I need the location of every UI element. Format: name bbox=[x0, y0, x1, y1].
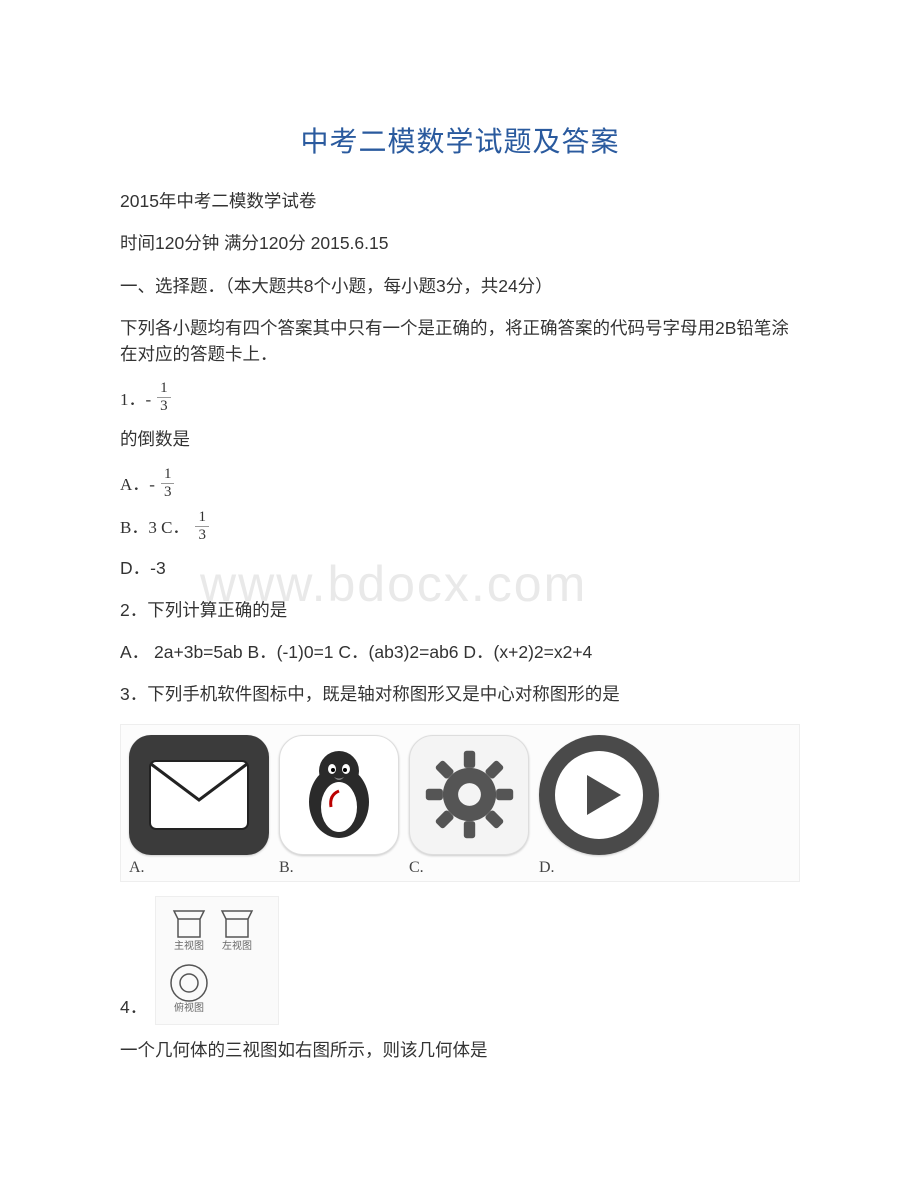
q1-a-prefix: A．- bbox=[120, 472, 155, 498]
option-b-block: B. bbox=[279, 735, 399, 877]
option-d-block: D. bbox=[539, 735, 659, 877]
fraction-one-third-icon: 1 3 bbox=[161, 467, 175, 500]
option-c-label: C. bbox=[409, 859, 424, 877]
q2-options: A． 2a+3b=5ab B．(-1)0=1 C．(ab3)2=ab6 D．(x… bbox=[120, 639, 800, 665]
gear-icon bbox=[409, 735, 529, 855]
q2-stem: 2．下列计算正确的是 bbox=[120, 597, 800, 623]
q1-stem-part2: 的倒数是 bbox=[120, 426, 800, 452]
section-heading: 一、选择题．（本大题共8个小题，每小题3分，共24分） bbox=[120, 273, 800, 299]
document-content: 中考二模数学试题及答案 2015年中考二模数学试卷 时间120分钟 满分120分… bbox=[120, 120, 800, 1063]
q4-prefix: 4． bbox=[120, 994, 147, 1020]
page-title: 中考二模数学试题及答案 bbox=[120, 120, 800, 160]
three-views-figure: 主视图 左视图 俯视图 bbox=[155, 896, 279, 1025]
q1-option-d: D．-3 bbox=[120, 555, 800, 581]
top-view-label: 俯视图 bbox=[174, 1001, 204, 1013]
fraction-numerator: 1 bbox=[161, 467, 175, 483]
option-a-label: A. bbox=[129, 859, 145, 877]
envelope-icon bbox=[129, 735, 269, 855]
exam-meta: 时间120分钟 满分120分 2015.6.15 bbox=[120, 230, 800, 256]
play-icon bbox=[539, 735, 659, 855]
fraction-one-third-icon: 1 3 bbox=[157, 381, 171, 414]
penguin-icon bbox=[279, 735, 399, 855]
option-c-block: C. bbox=[409, 735, 529, 877]
q4-row: 4． 主视图 左视图 俯视图 bbox=[120, 896, 800, 1025]
fraction-one-third-icon: 1 3 bbox=[195, 510, 209, 543]
option-a-block: A. bbox=[129, 735, 269, 877]
fraction-numerator: 1 bbox=[157, 381, 171, 397]
q3-icon-options: A. B. bbox=[120, 724, 800, 882]
q1-stem-part1: 1．- 1 3 bbox=[120, 383, 800, 416]
section-instructions: 下列各小题均有四个答案其中只有一个是正确的，将正确答案的代码号字母用2B铅笔涂在… bbox=[120, 315, 800, 368]
option-d-label: D. bbox=[539, 859, 555, 877]
side-view-label: 左视图 bbox=[222, 939, 252, 952]
q1-option-bc: B．3 C． 1 3 bbox=[120, 512, 800, 545]
q1-bc-prefix: B．3 C． bbox=[120, 515, 189, 541]
fraction-denominator: 3 bbox=[157, 397, 171, 414]
q1-prefix: 1．- bbox=[120, 387, 151, 413]
subtitle-line: 2015年中考二模数学试卷 bbox=[120, 188, 800, 214]
fraction-denominator: 3 bbox=[195, 526, 209, 543]
q4-stem: 一个几何体的三视图如右图所示，则该几何体是 bbox=[120, 1037, 800, 1063]
fraction-denominator: 3 bbox=[161, 483, 175, 500]
q3-stem: 3．下列手机软件图标中，既是轴对称图形又是中心对称图形的是 bbox=[120, 681, 800, 707]
option-b-label: B. bbox=[279, 859, 294, 877]
front-view-label: 主视图 bbox=[174, 939, 204, 952]
fraction-numerator: 1 bbox=[195, 510, 209, 526]
q1-option-a: A．- 1 3 bbox=[120, 469, 800, 502]
